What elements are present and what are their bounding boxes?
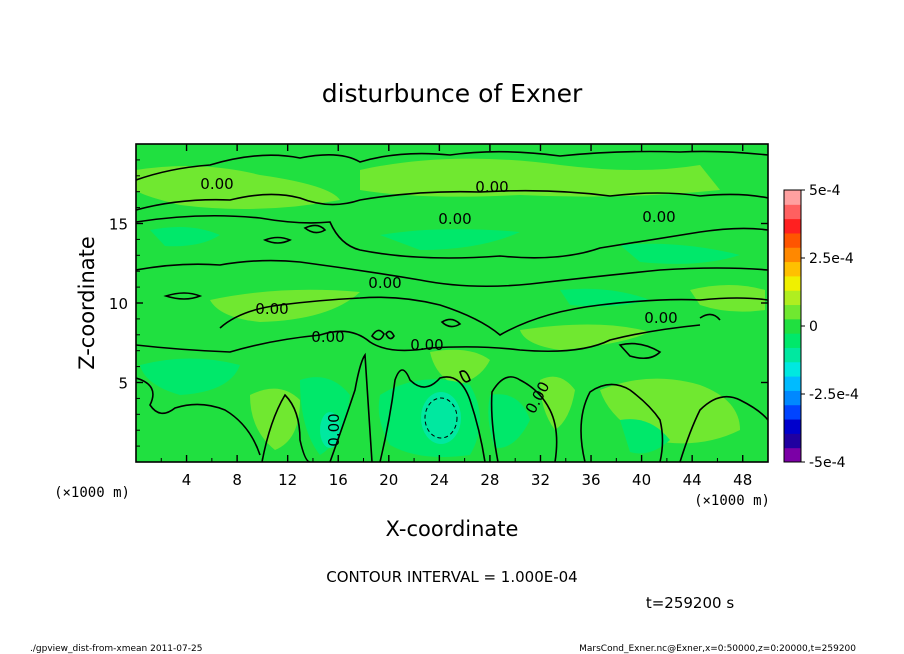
y-axis-ticks: 5 10 15 <box>109 159 768 447</box>
x-tick-label: 4 <box>182 471 192 489</box>
colorbar-segment <box>784 390 801 406</box>
footer-right: MarsCond_Exner.nc@Exner,x=0:50000,z=0:20… <box>579 644 856 654</box>
contour-lines <box>136 150 768 462</box>
colorbar-segment <box>784 318 801 334</box>
y-tick-label: 10 <box>109 295 128 313</box>
contour-label: 0.00 <box>325 413 343 446</box>
colorbar-segment <box>784 433 801 449</box>
x-axis-unit: (×1000 m) <box>694 493 770 509</box>
x-tick-label: 8 <box>232 471 242 489</box>
colorbar-tick-label: -5e-4 <box>809 455 846 471</box>
x-tick-label: 24 <box>430 471 449 489</box>
contour-label: 0.00 <box>200 175 233 193</box>
colorbar-segment <box>784 232 801 248</box>
colorbar-segment <box>784 275 801 291</box>
colorbar <box>784 190 801 463</box>
colorbar-segment <box>784 376 801 391</box>
colorbar-ticks: 5e-4 2.5e-4 0 -2.5e-4 -5e-4 <box>801 183 859 471</box>
colorbar-tick-label: -2.5e-4 <box>809 387 859 403</box>
x-tick-label: 44 <box>683 471 702 489</box>
plot-area: 0.00 0.000.00 0.000.000.000.00 0.000.000.00… <box>136 144 768 462</box>
y-axis-unit: (×1000 m) <box>54 485 130 501</box>
colorbar-segment <box>784 361 801 377</box>
y-tick-label: 15 <box>109 216 128 234</box>
footer-left: ./gpview_dist-from-xmean 2011-07-25 <box>30 644 202 654</box>
x-tick-label: 16 <box>329 471 348 489</box>
colorbar-segment <box>784 261 801 277</box>
x-axis-label: X-coordinate <box>386 517 519 541</box>
contour-label: 0.00 <box>255 300 288 318</box>
time-label: t=259200 s <box>646 594 734 612</box>
x-tick-label: 48 <box>733 471 752 489</box>
contour-label: 0.00 <box>438 210 471 228</box>
colorbar-tick-label: 5e-4 <box>809 183 841 199</box>
colorbar-segment <box>784 290 801 306</box>
colorbar-segment <box>784 347 801 363</box>
x-axis-ticks: 4 8 12 16 20 24 28 32 36 40 44 48 <box>160 144 752 489</box>
colorbar-segment <box>784 447 801 463</box>
contour-label: 0.00 <box>475 178 508 196</box>
y-axis-label: Z-coordinate <box>75 236 99 370</box>
contour-label: 0.00 <box>311 328 344 346</box>
colorbar-segment <box>784 333 801 348</box>
contour-label: 0.00 <box>410 336 443 354</box>
x-tick-label: 20 <box>379 471 398 489</box>
contour-interval: CONTOUR INTERVAL = 1.000E-04 <box>326 568 577 586</box>
colorbar-segment <box>784 204 801 220</box>
contour-label: 0.00 <box>642 208 675 226</box>
x-tick-label: 36 <box>581 471 600 489</box>
colorbar-segment <box>784 190 801 205</box>
x-tick-label: 40 <box>632 471 651 489</box>
y-tick-label: 5 <box>118 375 128 393</box>
contour-label: 0.00 <box>368 274 401 292</box>
minimum-patch <box>320 392 461 448</box>
x-tick-label: 12 <box>278 471 297 489</box>
colorbar-segment <box>784 218 801 234</box>
chart-title: disturbunce of Exner <box>322 79 583 108</box>
contour-label: 0.00 <box>644 309 677 327</box>
colorbar-segment <box>784 419 801 434</box>
colorbar-segment <box>784 247 801 263</box>
colorbar-tick-label: 0 <box>809 319 818 335</box>
negative-contour <box>424 397 458 439</box>
colorbar-tick-label: 2.5e-4 <box>809 251 854 267</box>
x-tick-label: 28 <box>480 471 499 489</box>
x-tick-label: 32 <box>531 471 550 489</box>
colorbar-segment <box>784 404 801 420</box>
colorbar-segment <box>784 304 801 320</box>
